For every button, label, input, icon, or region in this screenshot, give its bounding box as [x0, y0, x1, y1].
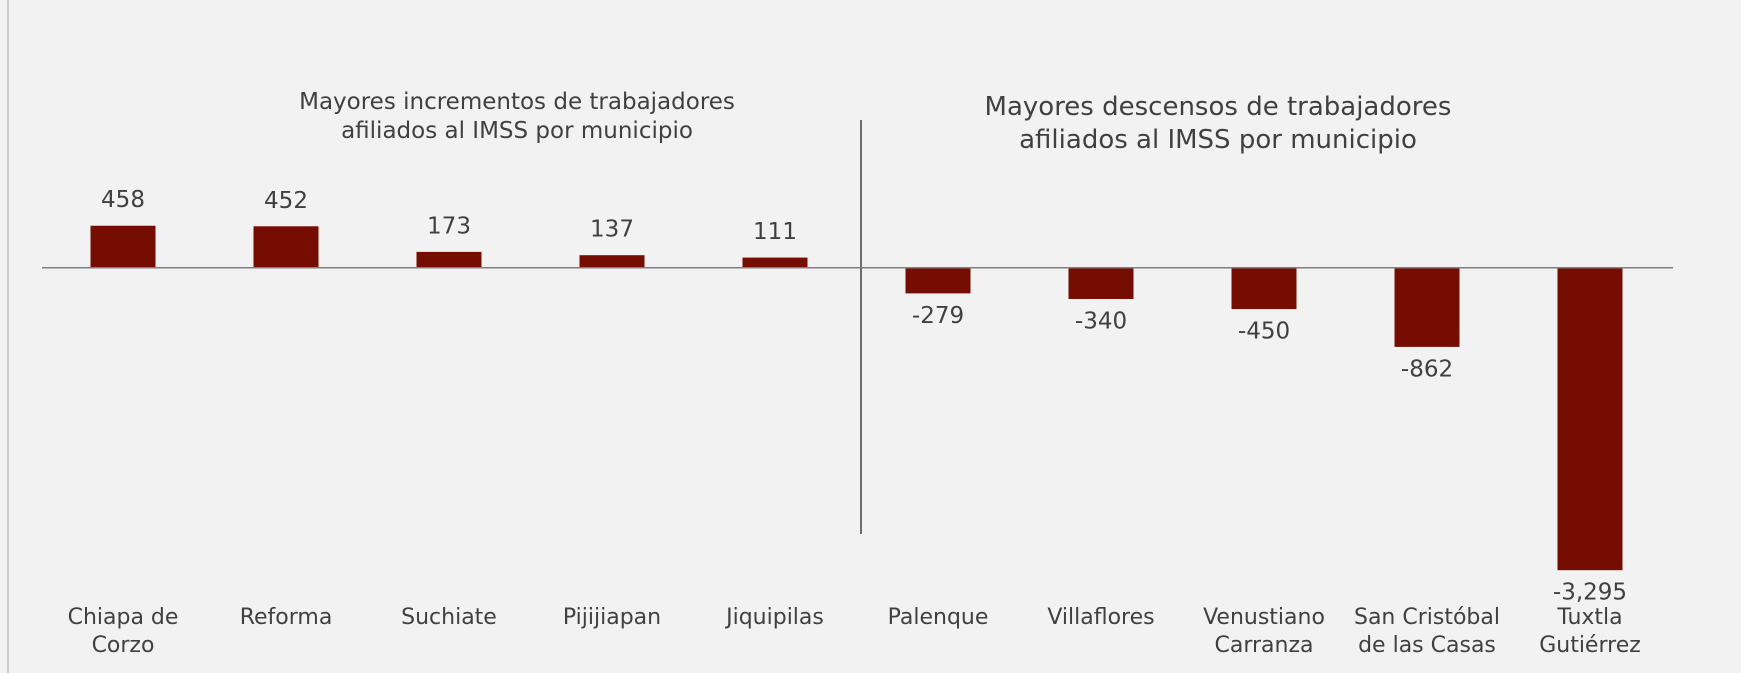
bar	[416, 251, 482, 268]
value-label: -3,295	[1553, 580, 1627, 606]
x-tick-label: Suchiate	[401, 605, 497, 630]
x-tick-label: Pijijiapan	[562, 605, 662, 630]
x-tick-label: Palenque	[887, 605, 989, 630]
value-label: 137	[590, 217, 634, 243]
x-tick-label: Venustiano Carranza	[1203, 605, 1325, 658]
x-tick-label: San Cristóbal de las Casas	[1353, 605, 1500, 658]
value-label: -279	[912, 303, 964, 329]
x-tick-label: Villaflores	[1047, 605, 1155, 630]
bar	[742, 257, 808, 268]
value-label: 173	[427, 213, 471, 239]
value-label: -340	[1075, 308, 1127, 334]
bar	[1231, 267, 1297, 310]
value-label: 452	[264, 188, 308, 214]
x-tick-label: Reforma	[239, 605, 333, 630]
annotation: Mayores incrementos de trabajadores afil…	[299, 89, 735, 144]
value-label: 111	[753, 219, 797, 245]
bar	[90, 225, 156, 268]
bar	[1394, 267, 1460, 347]
annotation: Mayores descensos de trabajadores afilia…	[984, 92, 1452, 155]
value-label: 458	[101, 187, 145, 213]
value-label: -862	[1401, 356, 1453, 382]
bar	[1557, 267, 1623, 571]
x-tick-label: Tuxtla Gutiérrez	[1539, 605, 1641, 658]
value-label: -450	[1238, 319, 1290, 345]
x-tick-label: Chiapa de Corzo	[67, 605, 179, 658]
bar	[905, 267, 971, 294]
x-tick-label: Jiquipilas	[726, 605, 824, 630]
bar	[1068, 267, 1134, 299]
bar	[579, 255, 645, 268]
bar	[253, 226, 319, 268]
